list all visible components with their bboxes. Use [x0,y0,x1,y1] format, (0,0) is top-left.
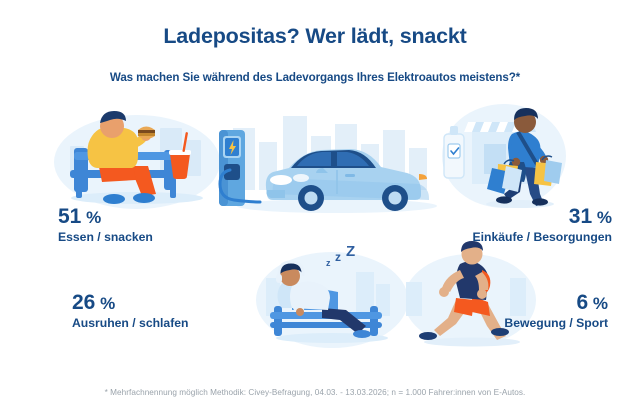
electric-car-charging-illustration [205,108,440,220]
stat-eat-label: Essen / snacken [58,230,153,245]
stat-shop-label: Einkäufe / Besorgungen [472,230,612,245]
stat-rest-value: 26 % [72,291,188,314]
stat-rest-percent-sign: % [95,294,116,313]
sleeper-figure [276,260,371,338]
stat-sport-percent-sign: % [588,294,608,313]
charging-station [218,130,262,206]
stat-rest: 26 % Ausruhen / schlafen [72,291,189,331]
person-eating-on-bench-illustration [52,106,222,210]
stat-shop: 31 % Einkäufe / Besorgungen [472,205,612,245]
stat-eat-percent-sign: % [81,208,102,227]
stat-eat-number: 51 [58,205,82,228]
car-wheels [298,185,408,211]
stat-shop-value: 31 % [472,205,612,228]
sleep-z-marks: z z Z [326,243,355,268]
stat-shop-number: 31 [568,205,593,228]
stat-eat: 51 % Essen / snacken [58,205,153,245]
person-sleeping-on-bench-illustration: z z Z [252,242,412,350]
methodology-footnote: * Mehrfachnennung möglich Methodik: Cive… [104,388,526,397]
stat-sport-value: 6 % [504,291,608,314]
stat-rest-number: 26 [72,291,96,314]
stat-sport: 6 % Bewegung / Sport [504,291,608,331]
runner-figure [419,241,509,340]
stat-sport-number: 6 [576,291,589,314]
shopping-bags-left [487,159,522,194]
person-shopping-bags-illustration [432,100,587,216]
page-subtitle: Was machen Sie während des Ladevorgangs … [109,71,521,84]
sleep-z-medium: z [335,250,341,264]
stat-eat-value: 51 % [58,205,153,228]
shopping-bags-right [534,155,562,186]
lightning-bolt-icon [229,140,236,155]
person-running-illustration [398,238,548,354]
sleep-z-small: z [326,258,331,268]
page-title: Ladepositas? Wer lädt, snackt [163,24,467,48]
stat-shop-percent-sign: % [592,208,612,227]
stat-sport-label: Bewegung / Sport [504,316,608,331]
stat-rest-label: Ausruhen / schlafen [72,316,189,331]
sleep-z-large: Z [346,243,355,260]
